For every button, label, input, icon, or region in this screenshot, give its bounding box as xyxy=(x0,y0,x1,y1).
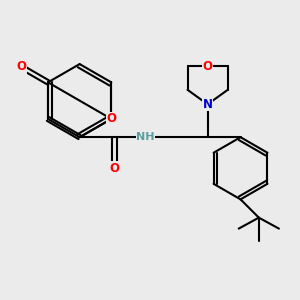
Text: O: O xyxy=(16,60,26,73)
Text: O: O xyxy=(202,60,213,73)
Text: N: N xyxy=(202,98,213,111)
Text: O: O xyxy=(110,162,119,175)
Text: NH: NH xyxy=(136,132,155,142)
Text: O: O xyxy=(106,112,116,125)
